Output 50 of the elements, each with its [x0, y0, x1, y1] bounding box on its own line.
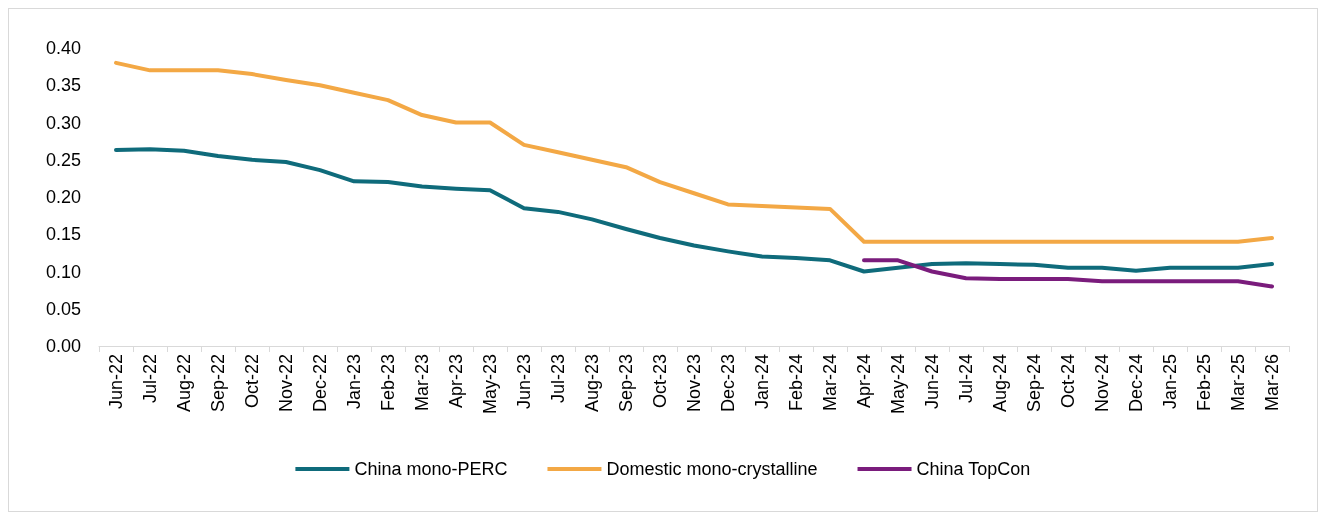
- line-series: [862, 258, 1274, 289]
- y-tick-label: 0.30: [45, 112, 81, 133]
- x-tick-label: Jul-24: [956, 354, 976, 404]
- x-tick-label: Dec-24: [1126, 354, 1146, 413]
- legend-label: China mono-PERC: [354, 459, 508, 479]
- y-tick-label: 0.10: [45, 261, 81, 282]
- y-tick-label: 0.25: [45, 149, 81, 170]
- x-tick-label: Jan-24: [752, 354, 772, 410]
- x-tick-label: Sep-23: [616, 354, 636, 413]
- x-tick-label: Apr-23: [446, 354, 466, 409]
- x-tick-label: Mar-26: [1262, 354, 1282, 412]
- y-tick-label: 0.35: [45, 75, 81, 96]
- x-tick-label: Jul-22: [140, 354, 160, 404]
- legend-label: China TopCon: [916, 459, 1031, 479]
- y-tick-label: 0.05: [45, 298, 81, 319]
- x-tick-label: Aug-23: [582, 354, 602, 413]
- x-tick-label: Oct-24: [1058, 354, 1078, 409]
- x-tick-label: Aug-22: [174, 354, 194, 413]
- line-series: [114, 60, 1274, 244]
- x-tick-label: Mar-24: [820, 354, 840, 412]
- x-tick-label: Nov-24: [1092, 354, 1112, 413]
- x-tick-label: Mar-23: [412, 354, 432, 412]
- x-tick-label: Nov-23: [684, 354, 704, 413]
- y-tick-label: 0.00: [45, 336, 81, 356]
- x-tick-label: Aug-24: [990, 354, 1010, 413]
- x-tick-label: Sep-24: [1024, 354, 1044, 413]
- x-tick-label: Dec-23: [718, 354, 738, 413]
- x-tick-label: Feb-23: [378, 354, 398, 412]
- x-tick-label: Feb-24: [786, 354, 806, 412]
- x-tick-label: Jun-22: [106, 354, 126, 410]
- y-tick-label: 0.15: [45, 224, 81, 245]
- x-tick-label: Oct-23: [650, 354, 670, 409]
- x-tick-label: Feb-25: [1194, 354, 1214, 412]
- x-tick-label: Oct-22: [242, 354, 262, 409]
- x-tick-label: Sep-22: [208, 354, 228, 413]
- x-tick-label: Nov-22: [276, 354, 296, 413]
- line-series: [114, 147, 1274, 274]
- x-tick-label: May-23: [480, 354, 500, 415]
- x-tick-label: Jun-23: [514, 354, 534, 410]
- y-tick-label: 0.20: [45, 187, 81, 207]
- y-tick-label: 0.40: [45, 38, 81, 58]
- x-tick-label: Jul-23: [548, 354, 568, 404]
- x-tick-label: Jan-25: [1160, 354, 1180, 410]
- x-tick-label: May-24: [888, 354, 908, 415]
- x-tick-label: Mar-25: [1228, 354, 1248, 412]
- x-tick-label: Jan-23: [344, 354, 364, 410]
- x-tick-label: Dec-22: [310, 354, 330, 413]
- legend-label: Domestic mono-crystalline: [606, 459, 818, 479]
- x-tick-label: Apr-24: [854, 354, 874, 409]
- x-tick-label: Jun-24: [922, 354, 942, 410]
